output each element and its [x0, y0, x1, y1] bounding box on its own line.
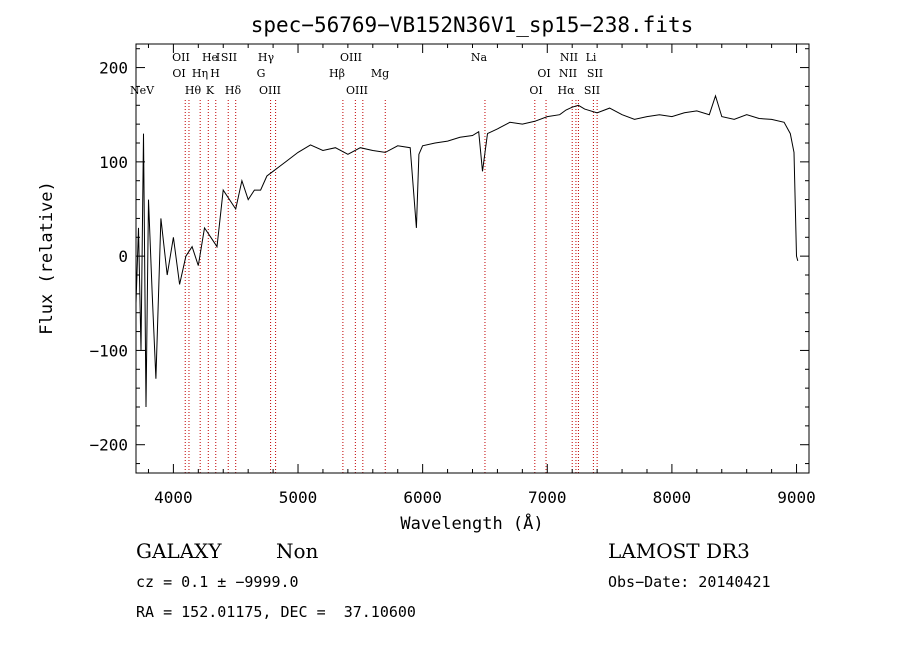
line-label-4: He [202, 51, 218, 64]
x-tick-label-1: 5000 [279, 488, 318, 507]
line-label-26: SII [584, 84, 600, 97]
line-label-16: OIII [346, 84, 368, 97]
y-tick-label-0: −200 [89, 436, 128, 455]
line-label-0: NeV [130, 84, 155, 97]
survey-name: LAMOST DR3 [608, 539, 750, 563]
line-label-15: Hβ [329, 67, 345, 80]
line-label-12: G [257, 67, 266, 80]
line-label-2: OI [172, 67, 185, 80]
line-label-13: OIII [259, 84, 281, 97]
y-tick-label-2: 0 [118, 247, 128, 266]
y-axis-label: Flux (relative) [37, 181, 57, 335]
x-tick-label-0: 4000 [154, 488, 193, 507]
x-tick-label-5: 9000 [777, 488, 816, 507]
subclass: Non [276, 539, 319, 563]
chart-title: spec−56769−VB152N36V1_sp15−238.fits [251, 13, 694, 37]
redshift-cz: cz = 0.1 ± −9999.0 [136, 573, 299, 591]
coordinates: RA = 152.01175, DEC = 37.10600 [136, 603, 416, 621]
object-type: GALAXY [136, 539, 222, 563]
line-label-17: Mg [371, 67, 389, 80]
line-label-7: I [216, 51, 220, 64]
line-label-23: Hα [557, 84, 575, 97]
x-axis-label: Wavelength (Å) [400, 512, 543, 534]
y-tick-label-4: 200 [99, 59, 128, 78]
line-label-22: NII [559, 67, 577, 80]
line-label-14: OIII [340, 51, 362, 64]
plot-frame [135, 43, 810, 474]
line-label-19: OI [537, 67, 550, 80]
line-label-20: OI [529, 84, 542, 97]
line-label-10: Hδ [225, 84, 242, 97]
line-label-21: NII [560, 51, 578, 64]
line-label-11: Hγ [258, 51, 275, 64]
x-tick-label-2: 6000 [403, 488, 442, 507]
line-label-5: Hη [192, 67, 208, 80]
line-label-24: Li [586, 51, 597, 64]
line-label-25: SII [587, 67, 603, 80]
line-label-18: Na [471, 51, 488, 64]
line-label-1: OII [172, 51, 190, 64]
line-label-8: H [210, 67, 220, 80]
line-label-9: SII [221, 51, 237, 64]
observation-date: Obs−Date: 20140421 [608, 573, 771, 591]
line-label-6: K [206, 84, 215, 97]
flux-series-line [135, 94, 799, 408]
y-tick-label-3: 100 [99, 153, 128, 172]
line-label-3: Hθ [185, 84, 202, 97]
y-tick-label-1: −100 [89, 341, 128, 360]
x-tick-label-3: 7000 [528, 488, 567, 507]
x-tick-label-4: 8000 [653, 488, 692, 507]
